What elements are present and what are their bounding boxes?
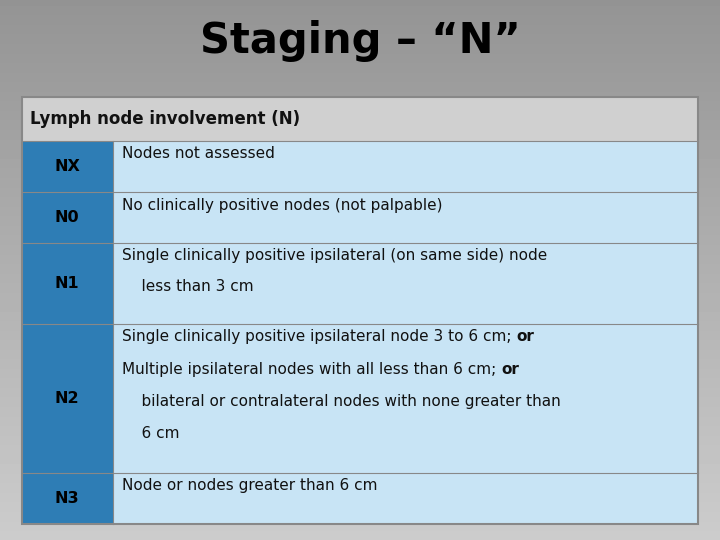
Text: N0: N0: [55, 211, 80, 225]
Text: N1: N1: [55, 276, 80, 291]
Bar: [113, 192, 698, 244]
Text: Lymph node involvement (N): Lymph node involvement (N): [30, 110, 300, 128]
Bar: [22, 244, 113, 324]
Text: Staging – “N”: Staging – “N”: [199, 19, 521, 62]
Text: or: or: [501, 362, 519, 377]
Text: No clinically positive nodes (not palpable): No clinically positive nodes (not palpab…: [122, 198, 443, 213]
Text: NX: NX: [54, 159, 80, 174]
Bar: [22, 472, 113, 524]
Bar: [113, 141, 698, 192]
Text: or: or: [517, 329, 534, 345]
Text: N3: N3: [55, 491, 80, 505]
Text: bilateral or contralateral nodes with none greater than: bilateral or contralateral nodes with no…: [122, 394, 561, 409]
Bar: [113, 244, 698, 324]
Bar: [22, 141, 113, 192]
Text: less than 3 cm: less than 3 cm: [122, 279, 254, 294]
Bar: [22, 97, 698, 524]
Text: 6 cm: 6 cm: [122, 426, 180, 441]
Bar: [113, 324, 698, 472]
Text: Nodes not assessed: Nodes not assessed: [122, 146, 275, 161]
Bar: [22, 192, 113, 244]
Bar: [22, 324, 113, 472]
Text: N2: N2: [55, 391, 80, 406]
Bar: [22, 97, 698, 141]
Text: Multiple ipsilateral nodes with all less than 6 cm;: Multiple ipsilateral nodes with all less…: [122, 362, 501, 377]
Text: Node or nodes greater than 6 cm: Node or nodes greater than 6 cm: [122, 478, 378, 493]
Text: Single clinically positive ipsilateral node 3 to 6 cm;: Single clinically positive ipsilateral n…: [122, 329, 517, 345]
Bar: [113, 472, 698, 524]
Text: Single clinically positive ipsilateral (on same side) node: Single clinically positive ipsilateral (…: [122, 248, 548, 264]
